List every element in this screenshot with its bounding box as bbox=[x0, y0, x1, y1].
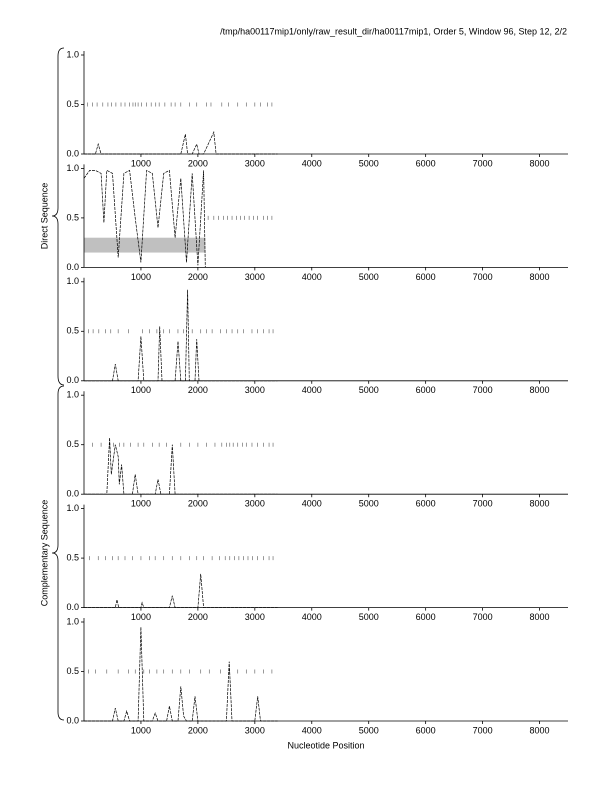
x-tick-label: 7000 bbox=[473, 725, 493, 735]
y-tick-label: 0.0 bbox=[66, 489, 79, 499]
y-tick-label: 0.0 bbox=[66, 262, 79, 272]
y-tick-label: 1.0 bbox=[66, 616, 79, 626]
data-line bbox=[84, 626, 278, 722]
x-tick-label: 7000 bbox=[473, 272, 493, 282]
y-tick-label: 1.0 bbox=[66, 163, 79, 173]
x-tick-label: 3000 bbox=[245, 272, 265, 282]
x-tick-label: 2000 bbox=[188, 158, 208, 168]
y-tick-label: 1.0 bbox=[66, 503, 79, 513]
x-tick-label: 7000 bbox=[473, 385, 493, 395]
y-tick-label: 0.5 bbox=[66, 326, 79, 336]
x-tick-label: 4000 bbox=[302, 158, 322, 168]
y-tick-label: 0.5 bbox=[66, 666, 79, 676]
x-tick-label: 7000 bbox=[473, 499, 493, 509]
x-tick-label: 8000 bbox=[530, 272, 550, 282]
brace bbox=[51, 47, 65, 386]
x-tick-label: 4000 bbox=[302, 612, 322, 622]
x-tick-label: 3000 bbox=[245, 612, 265, 622]
x-tick-label: 5000 bbox=[359, 612, 379, 622]
x-tick-label: 5000 bbox=[359, 272, 379, 282]
x-tick-label: 3000 bbox=[245, 499, 265, 509]
x-tick-label: 1000 bbox=[131, 385, 151, 395]
x-tick-label: 3000 bbox=[245, 158, 265, 168]
y-tick-label: 0.0 bbox=[66, 602, 79, 612]
x-tick-label: 4000 bbox=[302, 272, 322, 282]
y-tick-label: 0.5 bbox=[66, 552, 79, 562]
x-tick-label: 5000 bbox=[359, 499, 379, 509]
x-tick-label: 8000 bbox=[530, 158, 550, 168]
x-tick-label: 2000 bbox=[188, 272, 208, 282]
x-tick-label: 7000 bbox=[473, 612, 493, 622]
y-tick-label: 1.0 bbox=[66, 276, 79, 286]
x-tick-label: 1000 bbox=[131, 725, 151, 735]
x-tick-label: 1000 bbox=[131, 612, 151, 622]
x-tick-label: 5000 bbox=[359, 385, 379, 395]
x-tick-label: 1000 bbox=[131, 499, 151, 509]
y-tick-label: 0.0 bbox=[66, 375, 79, 385]
group-label: Direct Sequence bbox=[39, 183, 49, 250]
brace bbox=[51, 385, 65, 721]
x-tick-label: 8000 bbox=[530, 385, 550, 395]
y-tick-label: 1.0 bbox=[66, 390, 79, 400]
x-tick-label: 5000 bbox=[359, 725, 379, 735]
highlight-band bbox=[84, 237, 206, 253]
x-tick-label: 3000 bbox=[245, 725, 265, 735]
x-axis-label: Nucleotide Position bbox=[287, 740, 364, 750]
y-tick-label: 1.0 bbox=[66, 49, 79, 59]
y-tick-label: 0.0 bbox=[66, 148, 79, 158]
x-tick-label: 4000 bbox=[302, 725, 322, 735]
data-line bbox=[84, 289, 278, 382]
x-tick-label: 2000 bbox=[188, 385, 208, 395]
y-tick-label: 0.5 bbox=[66, 212, 79, 222]
y-tick-label: 0.0 bbox=[66, 715, 79, 725]
x-tick-label: 6000 bbox=[416, 272, 436, 282]
x-tick-label: 2000 bbox=[188, 725, 208, 735]
x-tick-label: 8000 bbox=[530, 725, 550, 735]
x-tick-label: 6000 bbox=[416, 385, 436, 395]
x-tick-label: 8000 bbox=[530, 612, 550, 622]
x-tick-label: 3000 bbox=[245, 385, 265, 395]
y-tick-label: 0.5 bbox=[66, 439, 79, 449]
y-tick-label: 0.5 bbox=[66, 99, 79, 109]
x-tick-label: 8000 bbox=[530, 499, 550, 509]
x-tick-label: 7000 bbox=[473, 158, 493, 168]
x-tick-label: 6000 bbox=[416, 499, 436, 509]
x-tick-label: 2000 bbox=[188, 499, 208, 509]
chart-title: /tmp/ha00117mip1/only/raw_result_dir/ha0… bbox=[220, 26, 567, 36]
x-tick-label: 6000 bbox=[416, 725, 436, 735]
data-line bbox=[84, 130, 278, 155]
x-tick-label: 4000 bbox=[302, 499, 322, 509]
data-line bbox=[84, 437, 278, 495]
x-tick-label: 2000 bbox=[188, 612, 208, 622]
x-tick-label: 6000 bbox=[416, 612, 436, 622]
x-tick-label: 5000 bbox=[359, 158, 379, 168]
data-line bbox=[84, 573, 278, 608]
x-tick-label: 1000 bbox=[131, 272, 151, 282]
x-tick-label: 1000 bbox=[131, 158, 151, 168]
x-tick-label: 4000 bbox=[302, 385, 322, 395]
data-line bbox=[83, 169, 206, 268]
group-label: Complementary Sequence bbox=[39, 500, 49, 607]
x-tick-label: 6000 bbox=[416, 158, 436, 168]
